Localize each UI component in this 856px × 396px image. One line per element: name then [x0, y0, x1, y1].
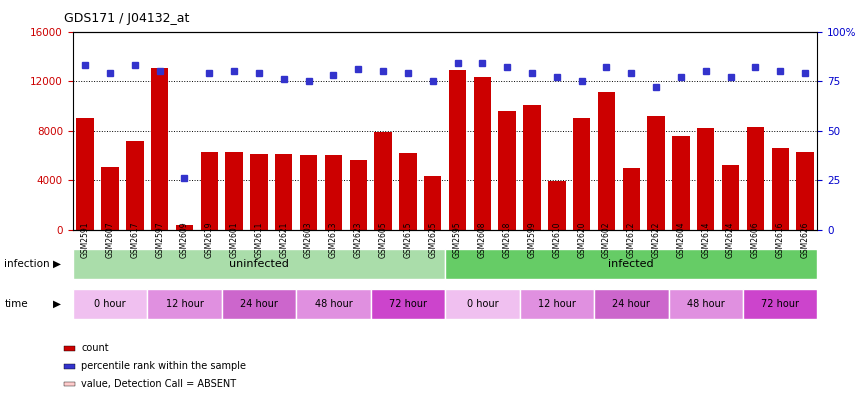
Text: GSM2620: GSM2620	[577, 222, 586, 258]
Text: GSM2614: GSM2614	[701, 222, 710, 258]
Bar	[73, 289, 147, 319]
Text: GSM2595: GSM2595	[453, 222, 462, 258]
Bar	[597, 92, 615, 230]
Bar	[151, 68, 169, 230]
Bar	[647, 116, 665, 230]
Bar	[548, 181, 566, 230]
Text: value, Detection Call = ABSENT: value, Detection Call = ABSENT	[81, 379, 236, 389]
Bar	[473, 78, 491, 230]
Text: GSM2606: GSM2606	[751, 222, 760, 258]
Text: 0 hour: 0 hour	[467, 299, 498, 309]
Bar	[796, 152, 814, 230]
Text: time: time	[4, 299, 28, 309]
Bar	[399, 153, 417, 230]
Text: GSM2604: GSM2604	[676, 222, 686, 258]
Text: GSM2612: GSM2612	[627, 222, 636, 258]
Text: 12 hour: 12 hour	[538, 299, 576, 309]
Text: 72 hour: 72 hour	[761, 299, 800, 309]
Text: GSM2623: GSM2623	[354, 222, 363, 258]
Text: GSM2591: GSM2591	[80, 222, 90, 258]
Text: ▶: ▶	[53, 299, 61, 309]
Bar	[371, 289, 445, 319]
Text: GSM2603: GSM2603	[304, 222, 313, 258]
Bar	[324, 155, 342, 230]
Text: GSM2601: GSM2601	[229, 222, 239, 258]
Bar	[200, 152, 218, 230]
Bar	[498, 111, 516, 230]
Bar	[300, 155, 318, 230]
Text: GSM2608: GSM2608	[478, 222, 487, 258]
Text: GSM2602: GSM2602	[602, 222, 611, 258]
Text: count: count	[81, 343, 109, 354]
Text: infection: infection	[4, 259, 50, 269]
Bar	[296, 289, 371, 319]
Bar	[746, 127, 764, 230]
Bar	[622, 168, 640, 230]
Bar	[669, 289, 743, 319]
Text: GDS171 / J04132_at: GDS171 / J04132_at	[64, 12, 189, 25]
Text: GSM2607: GSM2607	[105, 222, 115, 258]
Bar	[449, 70, 467, 230]
Text: GSM2618: GSM2618	[502, 222, 512, 258]
Text: GSM2621: GSM2621	[279, 222, 288, 258]
Bar	[520, 289, 594, 319]
Bar	[374, 132, 392, 230]
Text: GSM2610: GSM2610	[552, 222, 562, 258]
Text: GSM2625: GSM2625	[428, 222, 437, 258]
Text: uninfected: uninfected	[229, 259, 288, 269]
Text: GSM2613: GSM2613	[329, 222, 338, 258]
Bar	[175, 225, 193, 230]
Text: GSM2609: GSM2609	[180, 222, 189, 258]
Bar	[275, 154, 293, 230]
Bar	[250, 154, 268, 230]
Bar	[743, 289, 817, 319]
Text: ▶: ▶	[53, 259, 61, 269]
Text: 24 hour: 24 hour	[240, 299, 278, 309]
Text: 0 hour: 0 hour	[94, 299, 126, 309]
Text: GSM2616: GSM2616	[776, 222, 785, 258]
Text: 12 hour: 12 hour	[165, 299, 204, 309]
Text: GSM2605: GSM2605	[378, 222, 388, 258]
Bar	[424, 177, 442, 230]
Bar	[445, 289, 520, 319]
Text: GSM2611: GSM2611	[254, 222, 264, 258]
Bar	[222, 289, 296, 319]
Bar	[225, 152, 243, 230]
Text: GSM2624: GSM2624	[726, 222, 735, 258]
Text: 48 hour: 48 hour	[687, 299, 725, 309]
Bar	[76, 118, 94, 230]
Text: GSM2626: GSM2626	[800, 222, 810, 258]
Text: GSM2619: GSM2619	[205, 222, 214, 258]
Bar	[73, 249, 445, 279]
Bar	[697, 128, 715, 230]
Bar	[672, 135, 690, 230]
Bar	[573, 118, 591, 230]
Text: GSM2597: GSM2597	[155, 222, 164, 258]
Text: 72 hour: 72 hour	[389, 299, 427, 309]
Bar	[722, 165, 740, 230]
Text: GSM2599: GSM2599	[527, 222, 537, 258]
Bar	[594, 289, 669, 319]
Text: percentile rank within the sample: percentile rank within the sample	[81, 361, 247, 371]
Text: 48 hour: 48 hour	[314, 299, 353, 309]
Bar	[101, 167, 119, 230]
Text: GSM2617: GSM2617	[130, 222, 140, 258]
Bar	[349, 160, 367, 230]
Text: infected: infected	[609, 259, 654, 269]
Bar	[126, 141, 144, 230]
Text: 24 hour: 24 hour	[612, 299, 651, 309]
Bar	[445, 249, 817, 279]
Bar	[147, 289, 222, 319]
Bar	[523, 105, 541, 230]
Text: GSM2615: GSM2615	[403, 222, 413, 258]
Text: GSM2622: GSM2622	[651, 222, 661, 258]
Bar	[771, 148, 789, 230]
